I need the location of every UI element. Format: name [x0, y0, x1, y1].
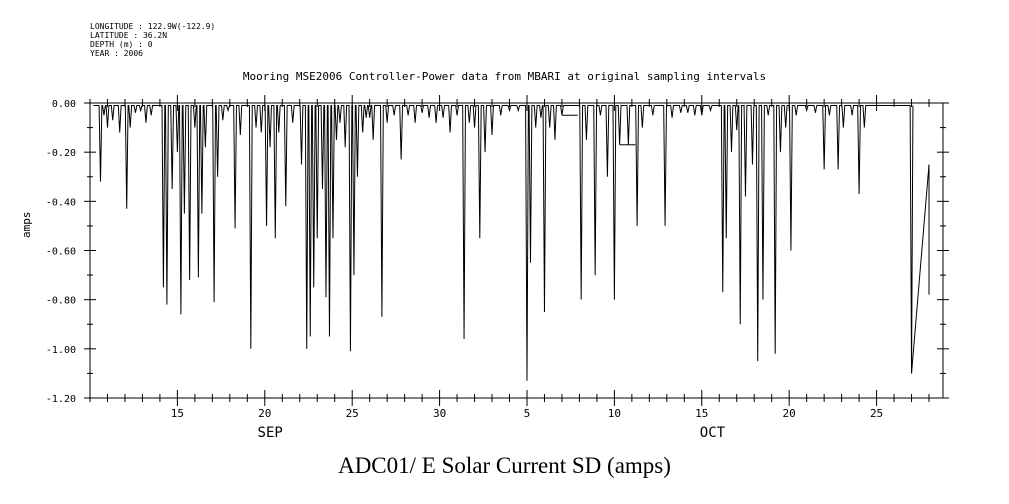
chart-title: Mooring MSE2006 Controller-Power data fr…	[242, 70, 767, 83]
y-tick-label: -0.20	[46, 148, 76, 159]
month-label-sep: SEP	[257, 425, 283, 441]
series-end-segment	[911, 164, 930, 374]
x-tick-label: 25	[870, 407, 883, 420]
x-tick-label: 30	[433, 407, 446, 420]
latitude-label: LATITUDE : 36.2N	[90, 31, 168, 40]
x-tick-label: 25	[346, 407, 359, 420]
y-tick-label: 0.00	[52, 99, 76, 110]
x-tick-label: 20	[783, 407, 796, 420]
metadata-block: LONGITUDE : 122.9W(-122.9) LATITUDE : 36…	[90, 22, 215, 58]
y-tick-label: -0.40	[46, 197, 76, 208]
y-tick-label: -1.20	[46, 394, 76, 405]
depth-label: DEPTH (m) : 0	[90, 40, 153, 49]
x-tick-label: 5	[524, 407, 531, 420]
longitude-label: LONGITUDE : 122.9W(-122.9)	[90, 22, 216, 31]
x-tick-label: 20	[258, 407, 271, 420]
year-label: YEAR : 2006	[90, 49, 143, 58]
x-tick-label: 10	[608, 407, 621, 420]
series-line	[93, 104, 914, 381]
x-tick-label: 15	[171, 407, 184, 420]
variable-title: ADC01/ E Solar Current SD (amps)	[338, 453, 671, 478]
y-tick-label: -0.60	[46, 247, 76, 258]
x-tick-label: 15	[695, 407, 708, 420]
y-tick-label: -1.00	[46, 345, 76, 356]
month-label-oct: OCT	[699, 425, 726, 441]
y-tick-label: -0.80	[46, 296, 76, 307]
